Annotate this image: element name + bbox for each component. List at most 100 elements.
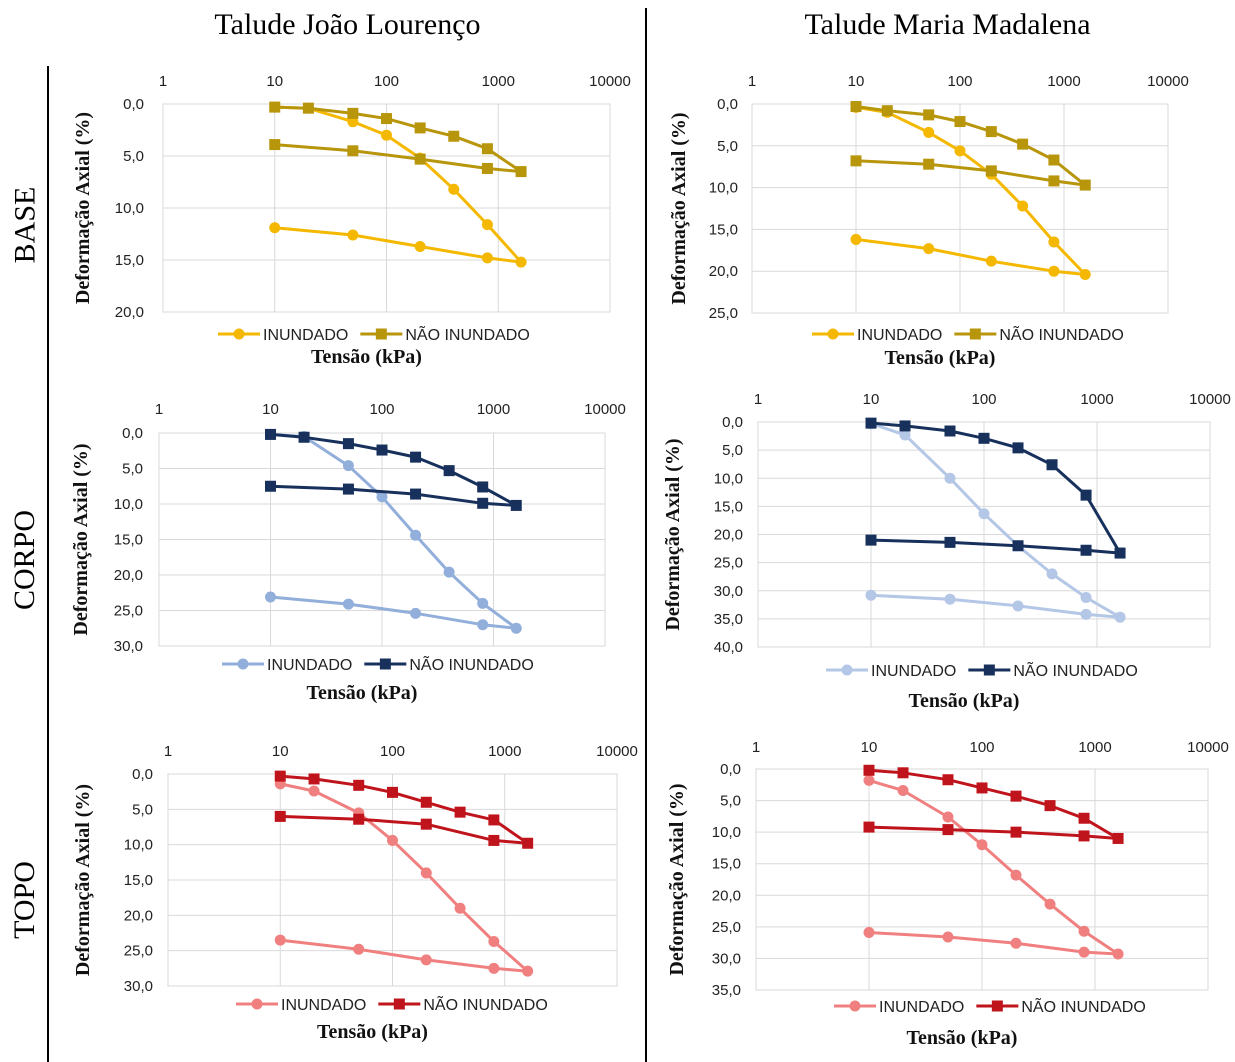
y-tick-label: 40,0 [714,639,743,656]
y-tick-label: 15,0 [124,872,153,889]
data-point [1080,592,1092,603]
data-point [448,183,460,195]
y-axis-title: Deformação Axial (%) [72,784,94,976]
data-point [269,139,281,151]
data-point [1112,948,1124,960]
column-separator [645,8,647,1062]
data-point [347,107,359,119]
x-axis-title: Tensão (kPa) [909,690,1020,712]
chart-1: 1 10 100 1000 10000 0,0 5,0 10,0 15,0 20,0 25,0 Def… [668,73,1189,369]
data-point [522,965,534,977]
chart-0: 1 10 100 1000 10000 0,0 5,0 10,0 15,0 20,0 Deforma… [72,73,631,368]
data-point [269,222,281,234]
y-tick-label: 35,0 [712,982,741,999]
data-point [342,483,354,495]
x-tick-label: 1 [155,401,163,418]
data-point [1046,568,1058,580]
x-tick-label: 10 [848,73,865,90]
chart-5: 1 10 100 1000 10000 0,0 5,0 10,0 15,0 20,0 25,0 30,… [666,739,1229,1049]
data-point [410,488,422,500]
data-point [488,834,500,846]
data-point [1048,236,1060,248]
data-point [1010,937,1022,949]
y-axis-title: Deformação Axial (%) [668,112,690,304]
legend-label-1: NÃO INUNDADO [409,654,533,674]
data-point [1079,179,1091,191]
data-point [269,101,281,113]
data-point [265,480,276,492]
y-tick-label: 0,0 [123,96,144,113]
data-point [985,255,997,267]
x-axis-title: Tensão (kPa) [907,1027,1018,1049]
data-point [865,589,877,601]
data-point [481,252,493,264]
y-tick-label: 5,0 [722,442,743,459]
legend-marker-1 [379,658,391,670]
x-tick-label: 100 [380,743,405,760]
y-tick-label: 10,0 [124,837,153,854]
x-tick-label: 10000 [589,73,631,90]
y-tick-label: 10,0 [709,180,738,197]
x-axis-title: Tensão (kPa) [307,682,418,704]
data-point [443,566,455,578]
data-point [863,927,875,939]
data-point [477,597,489,609]
data-point [923,126,935,138]
data-point [488,814,500,826]
data-point [923,158,935,170]
y-tick-label: 25,0 [114,603,143,620]
data-point [942,824,954,836]
series-line-0 [870,422,1122,619]
data-point [515,166,527,178]
y-tick-label: 20,0 [714,527,743,544]
legend-marker-0 [237,658,249,670]
legend-label-0: INUNDADO [263,327,348,344]
data-point [342,438,354,450]
data-point [353,813,365,825]
data-point [420,818,432,830]
data-point [481,162,493,174]
y-tick-label: 15,0 [709,221,738,238]
data-point [488,935,500,947]
data-point [1078,830,1090,842]
y-axis-title: Deformação Axial (%) [662,438,684,630]
x-tick-label: 100 [971,391,996,408]
data-point [454,806,466,818]
y-tick-label: 25,0 [712,919,741,936]
x-tick-label: 100 [374,73,399,90]
y-tick-label: 20,0 [709,263,738,280]
data-point [985,126,997,138]
y-tick-label: 35,0 [714,611,743,628]
x-tick-label: 10 [863,391,880,408]
series-line-0 [868,778,1120,956]
data-point [1048,175,1060,187]
data-point [308,773,320,785]
legend-label-1: NÃO INUNDADO [1021,996,1145,1016]
data-point [1044,898,1056,910]
data-point [481,219,493,231]
data-point [897,767,909,779]
x-axis-title: Tensão (kPa) [317,1021,428,1043]
legend-marker-1 [969,328,981,340]
legend-label-0: INUNDADO [267,657,352,674]
legend-marker-1 [991,1000,1003,1012]
legend-label-0: INUNDADO [879,999,964,1016]
y-tick-label: 25,0 [709,305,738,322]
data-point [1010,790,1022,802]
x-tick-label: 1000 [488,743,521,760]
data-point [1080,544,1092,556]
legend-label-1: NÃO INUNDADO [999,324,1123,344]
y-tick-label: 10,0 [115,200,144,217]
data-point [899,429,911,441]
data-point [978,432,990,444]
data-point [454,902,466,914]
data-point [1010,826,1022,838]
legend-marker-0 [841,664,853,676]
data-point [985,165,997,177]
data-point [954,145,966,157]
data-point [899,420,911,432]
data-point [387,786,398,798]
data-point [1078,946,1090,958]
y-tick-label: 20,0 [114,567,143,584]
x-axis-title: Tensão (kPa) [885,347,996,369]
